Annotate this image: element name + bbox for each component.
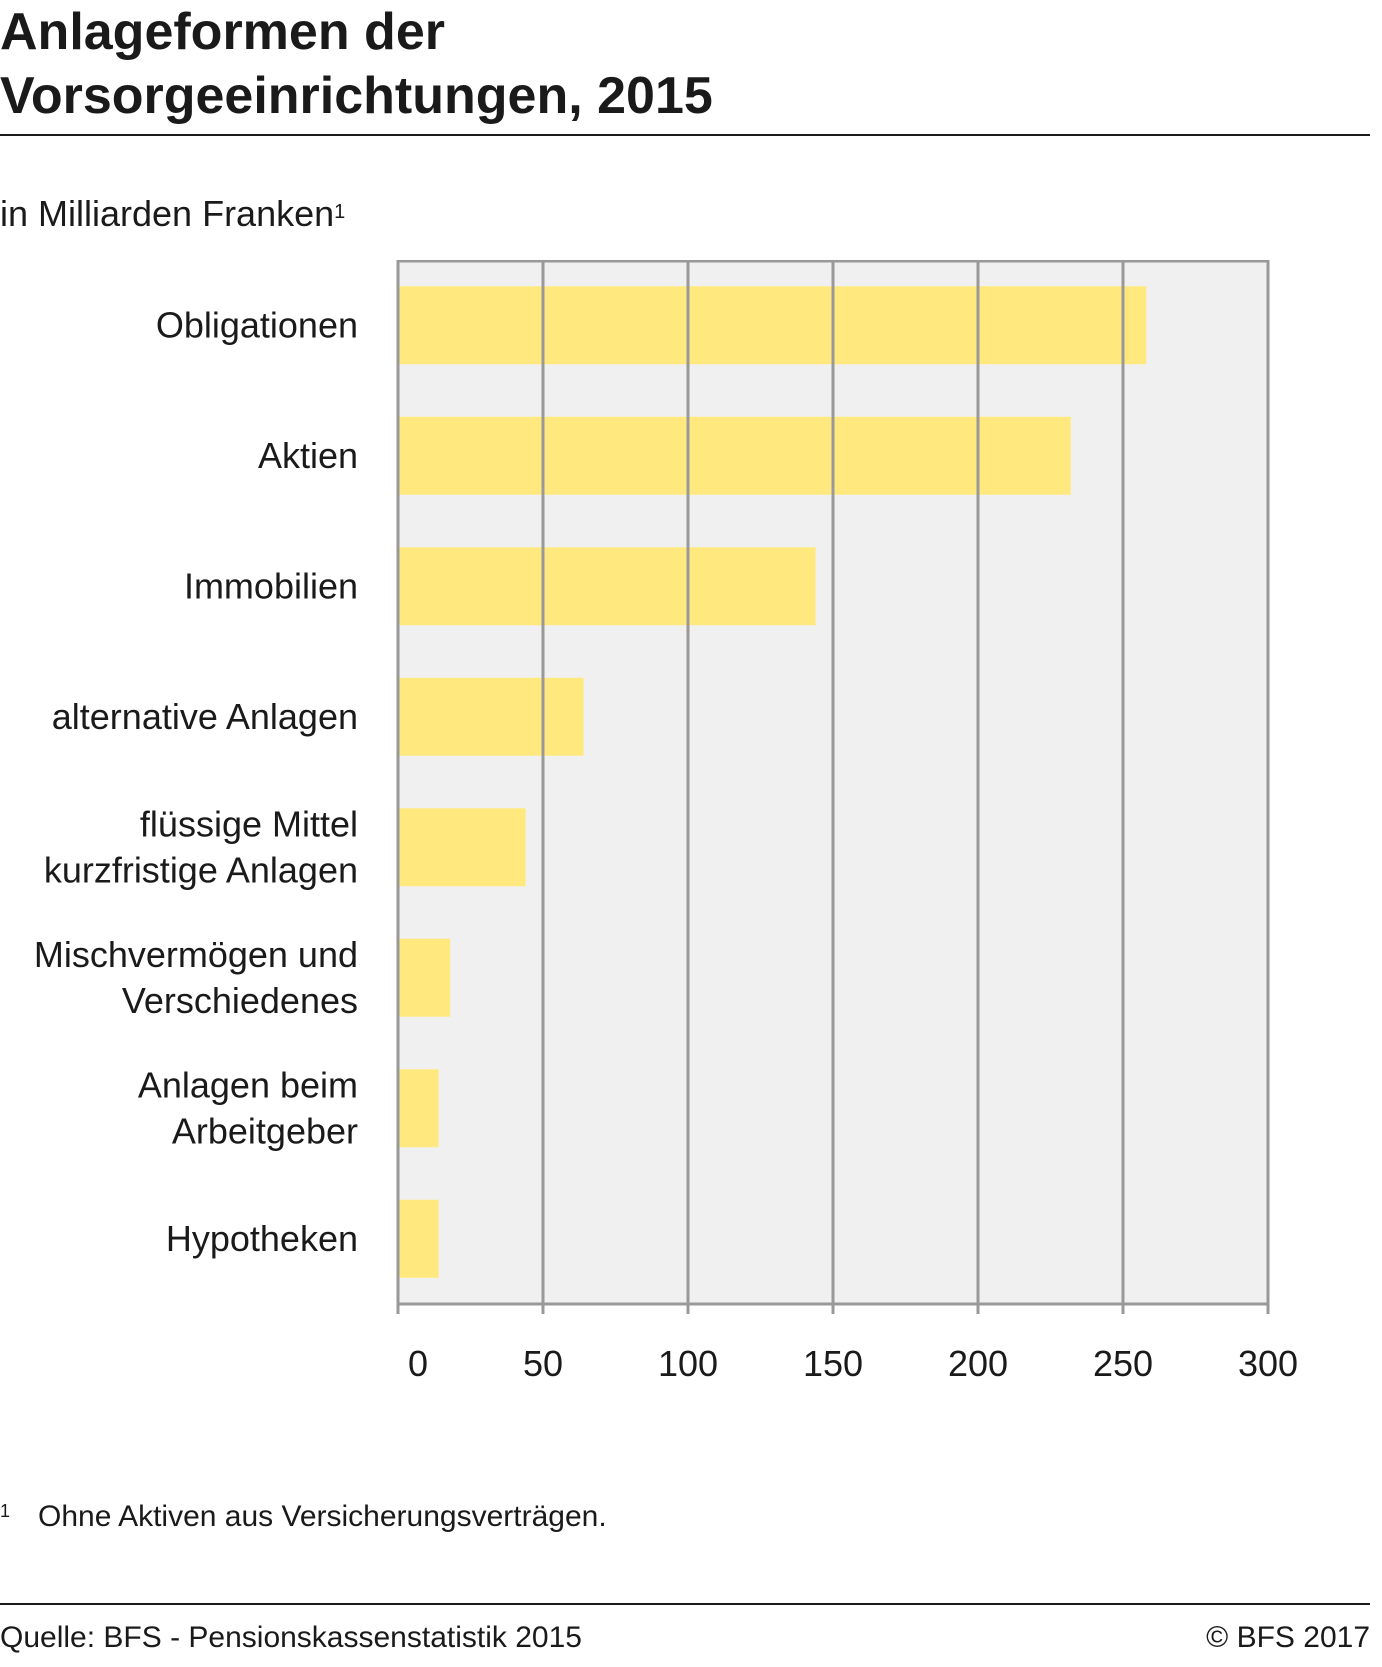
footer-divider [0, 1603, 1370, 1605]
title-divider [0, 134, 1370, 136]
x-tick-label-0: 0 [408, 1343, 428, 1384]
category-label-2-0: Immobilien [184, 565, 358, 606]
unit-label-text: in Milliarden Franken [0, 193, 335, 234]
category-label-4-1: kurzfristige Anlagen [44, 849, 358, 890]
bar-7 [398, 1199, 439, 1278]
bar-5 [398, 938, 451, 1017]
unit-footnote-mark: 1 [334, 201, 346, 223]
category-label-5-0: Mischvermögen und [34, 934, 358, 975]
x-tick-label-6: 300 [1238, 1343, 1298, 1384]
source-note: Quelle: BFS - Pensionskassenstatistik 20… [0, 1621, 582, 1654]
category-label-7-0: Hypotheken [166, 1218, 358, 1259]
x-tick-label-3: 150 [803, 1343, 863, 1384]
category-label-0-0: Obligationen [156, 304, 358, 345]
chart-title: Anlageformen der Vorsorgeeinrichtungen, … [0, 0, 1370, 128]
copyright-note: © BFS 2017 [1206, 1621, 1370, 1654]
x-tick-label-4: 200 [948, 1343, 1008, 1384]
category-label-6-1: Arbeitgeber [172, 1110, 358, 1151]
footnote-text: Ohne Aktiven aus Versicherungsverträgen. [38, 1500, 607, 1533]
footnote-mark: 1 [0, 1501, 11, 1521]
category-label-6-0: Anlagen beim [138, 1064, 358, 1105]
category-label-3-0: alternative Anlagen [52, 696, 358, 737]
bar-1 [398, 416, 1071, 495]
x-tick-label-5: 250 [1093, 1343, 1153, 1384]
bar-3 [398, 677, 584, 756]
bar-0 [398, 286, 1147, 365]
x-tick-label-2: 100 [658, 1343, 718, 1384]
bar-chart: 0 50 100 150 200 250 300 Obligationen Aktien Immo… [34, 260, 1298, 1384]
bar-4 [398, 808, 526, 887]
chart-title-line-1: Anlageformen der [0, 3, 445, 61]
unit-label: in Milliarden Franken1 [0, 192, 345, 236]
category-label-5-1: Verschiedenes [122, 980, 358, 1021]
bar-2 [398, 547, 816, 626]
category-label-1-0: Aktien [258, 435, 358, 476]
bar-6 [398, 1069, 439, 1148]
chart-title-line-2: Vorsorgeeinrichtungen, 2015 [0, 67, 713, 125]
x-tick-label-1: 50 [523, 1343, 563, 1384]
category-label-4-0: flüssige Mittel [140, 803, 358, 844]
